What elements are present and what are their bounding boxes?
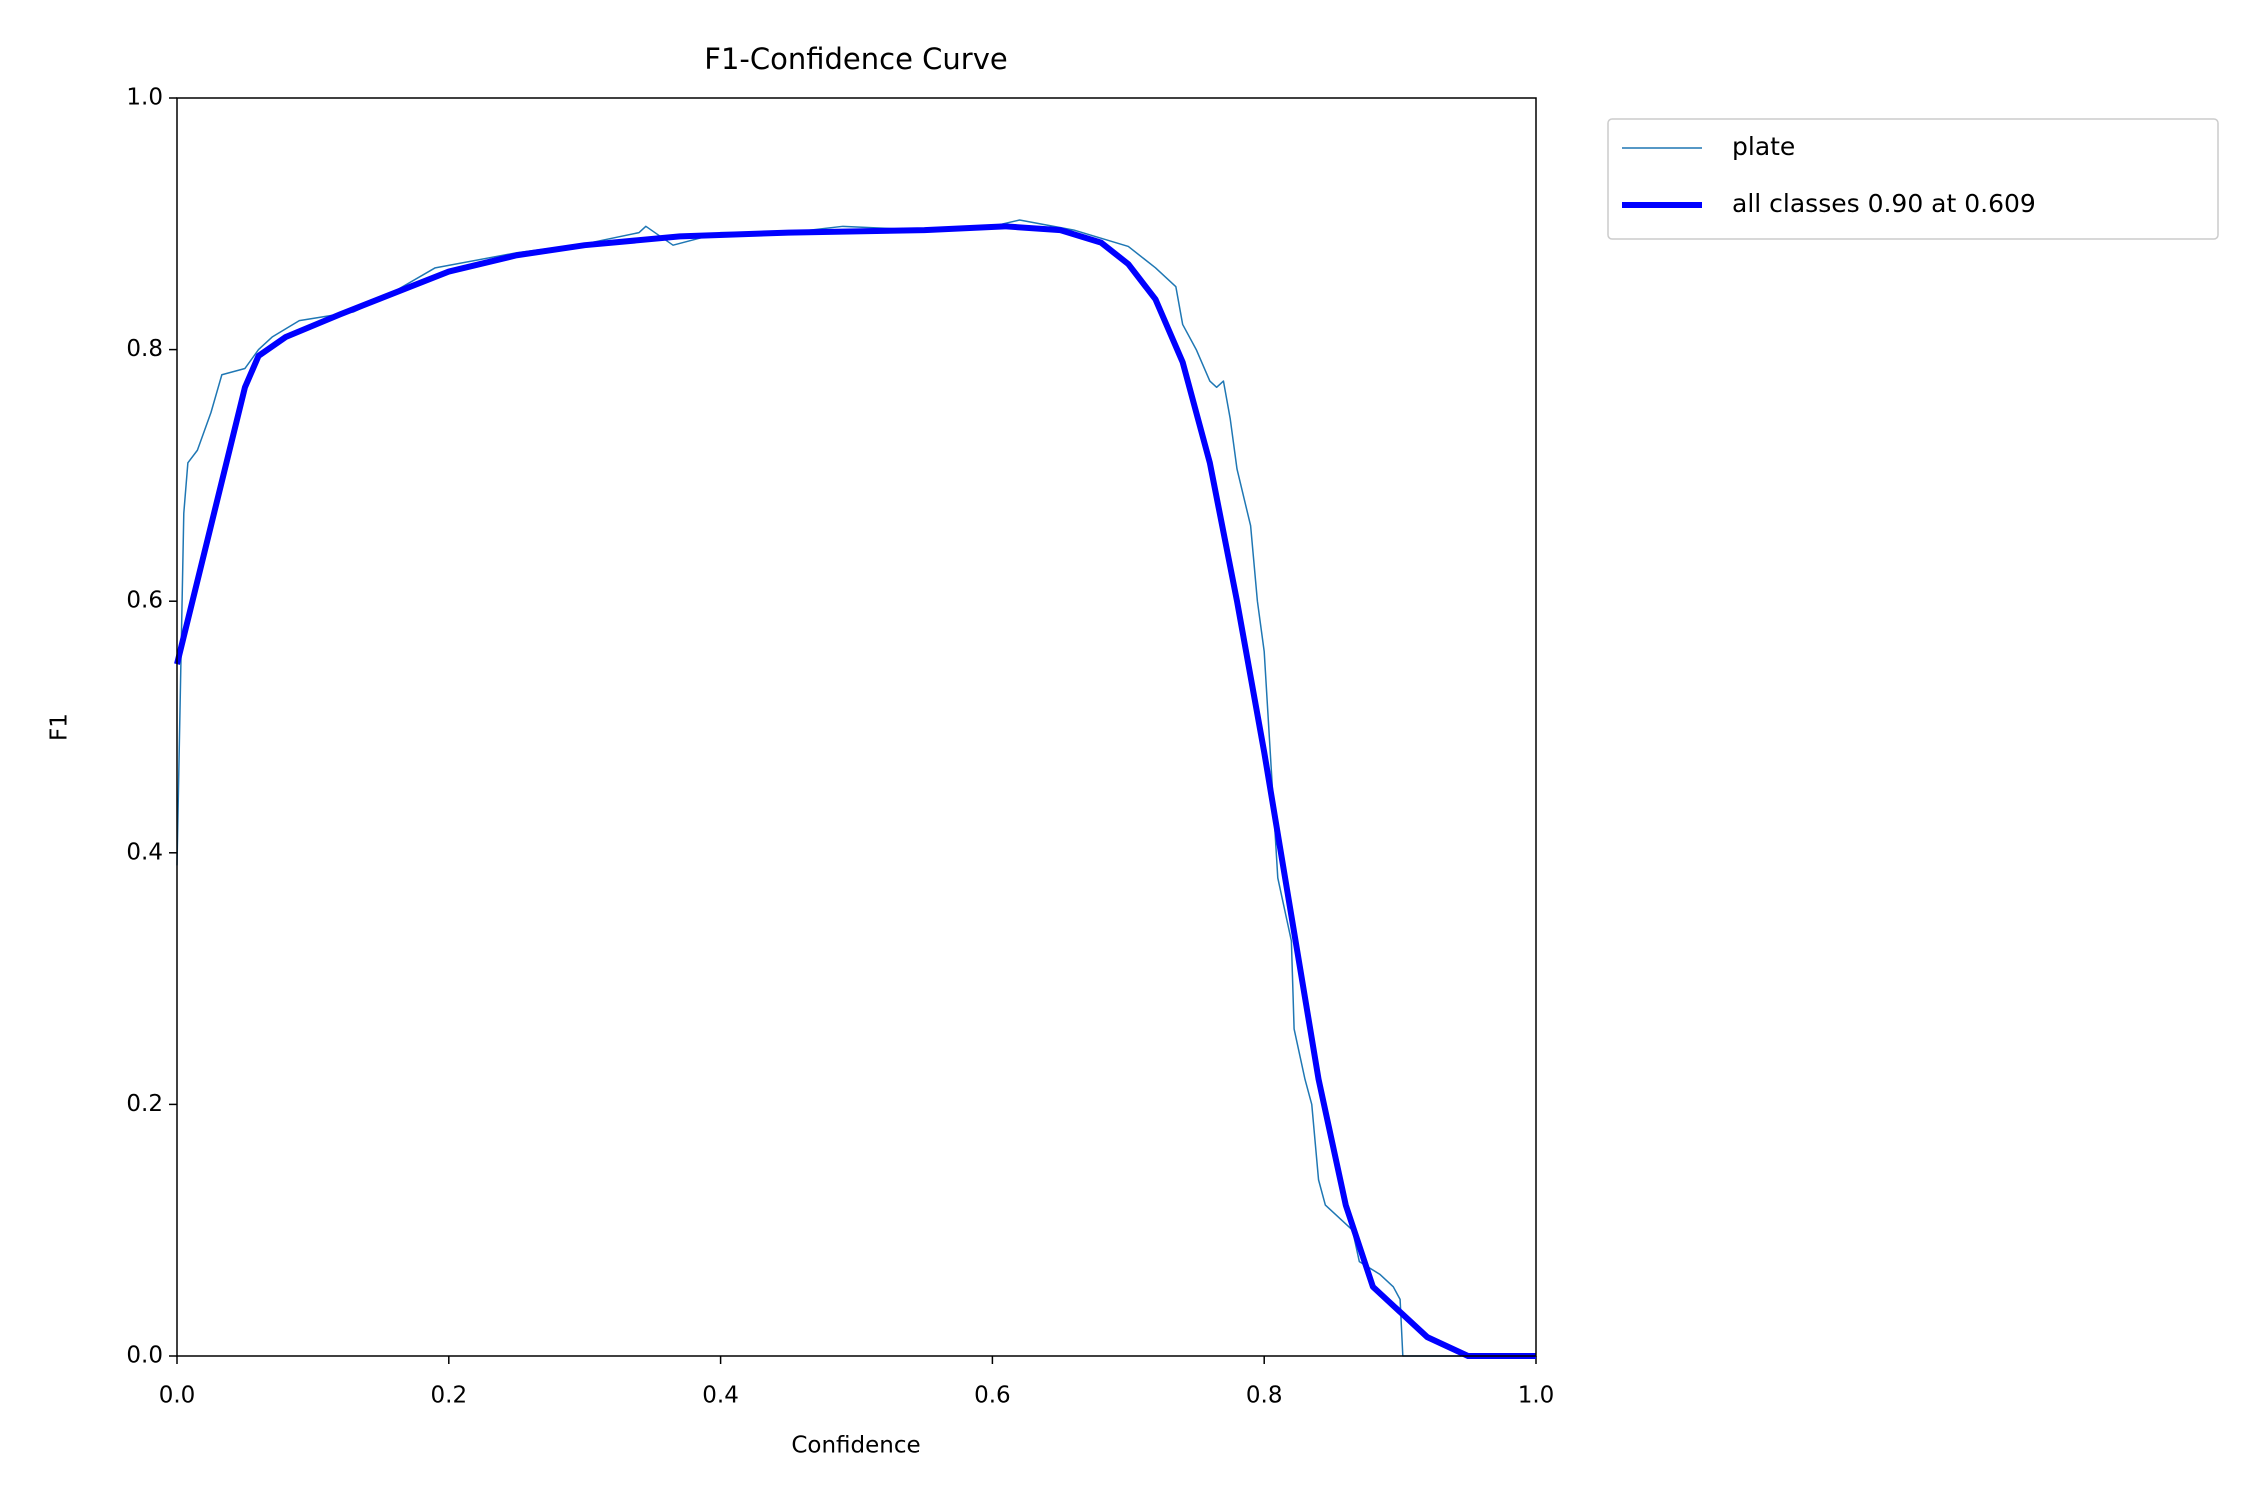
chart-title: F1-Confidence Curve <box>704 42 1007 76</box>
y-tick-label: 0.2 <box>126 1091 163 1117</box>
y-tick-label: 0.6 <box>126 588 163 614</box>
series-line <box>176 219 1536 1357</box>
x-tick-label: 0.6 <box>974 1383 1011 1409</box>
legend-label: plate <box>1732 132 1795 161</box>
legend-label: all classes 0.90 at 0.609 <box>1732 189 2036 218</box>
y-tick-label: 0.8 <box>126 336 163 362</box>
legend-box <box>1607 118 2219 240</box>
series-line <box>174 223 1536 1359</box>
x-tick-label: 1.0 <box>1518 1383 1555 1409</box>
plot-frame <box>176 97 1537 1357</box>
y-tick-label: 0.4 <box>126 839 163 865</box>
x-tick-label: 0.4 <box>702 1383 739 1409</box>
y-axis-label: F1 <box>47 713 73 741</box>
y-tick-label: 0.0 <box>126 1343 163 1369</box>
y-tick-label: 1.0 <box>126 85 163 111</box>
x-axis-label: Confidence <box>791 1433 920 1459</box>
x-tick-label: 0.0 <box>159 1383 196 1409</box>
x-tick-label: 0.2 <box>431 1383 468 1409</box>
x-tick-label: 0.8 <box>1246 1383 1283 1409</box>
